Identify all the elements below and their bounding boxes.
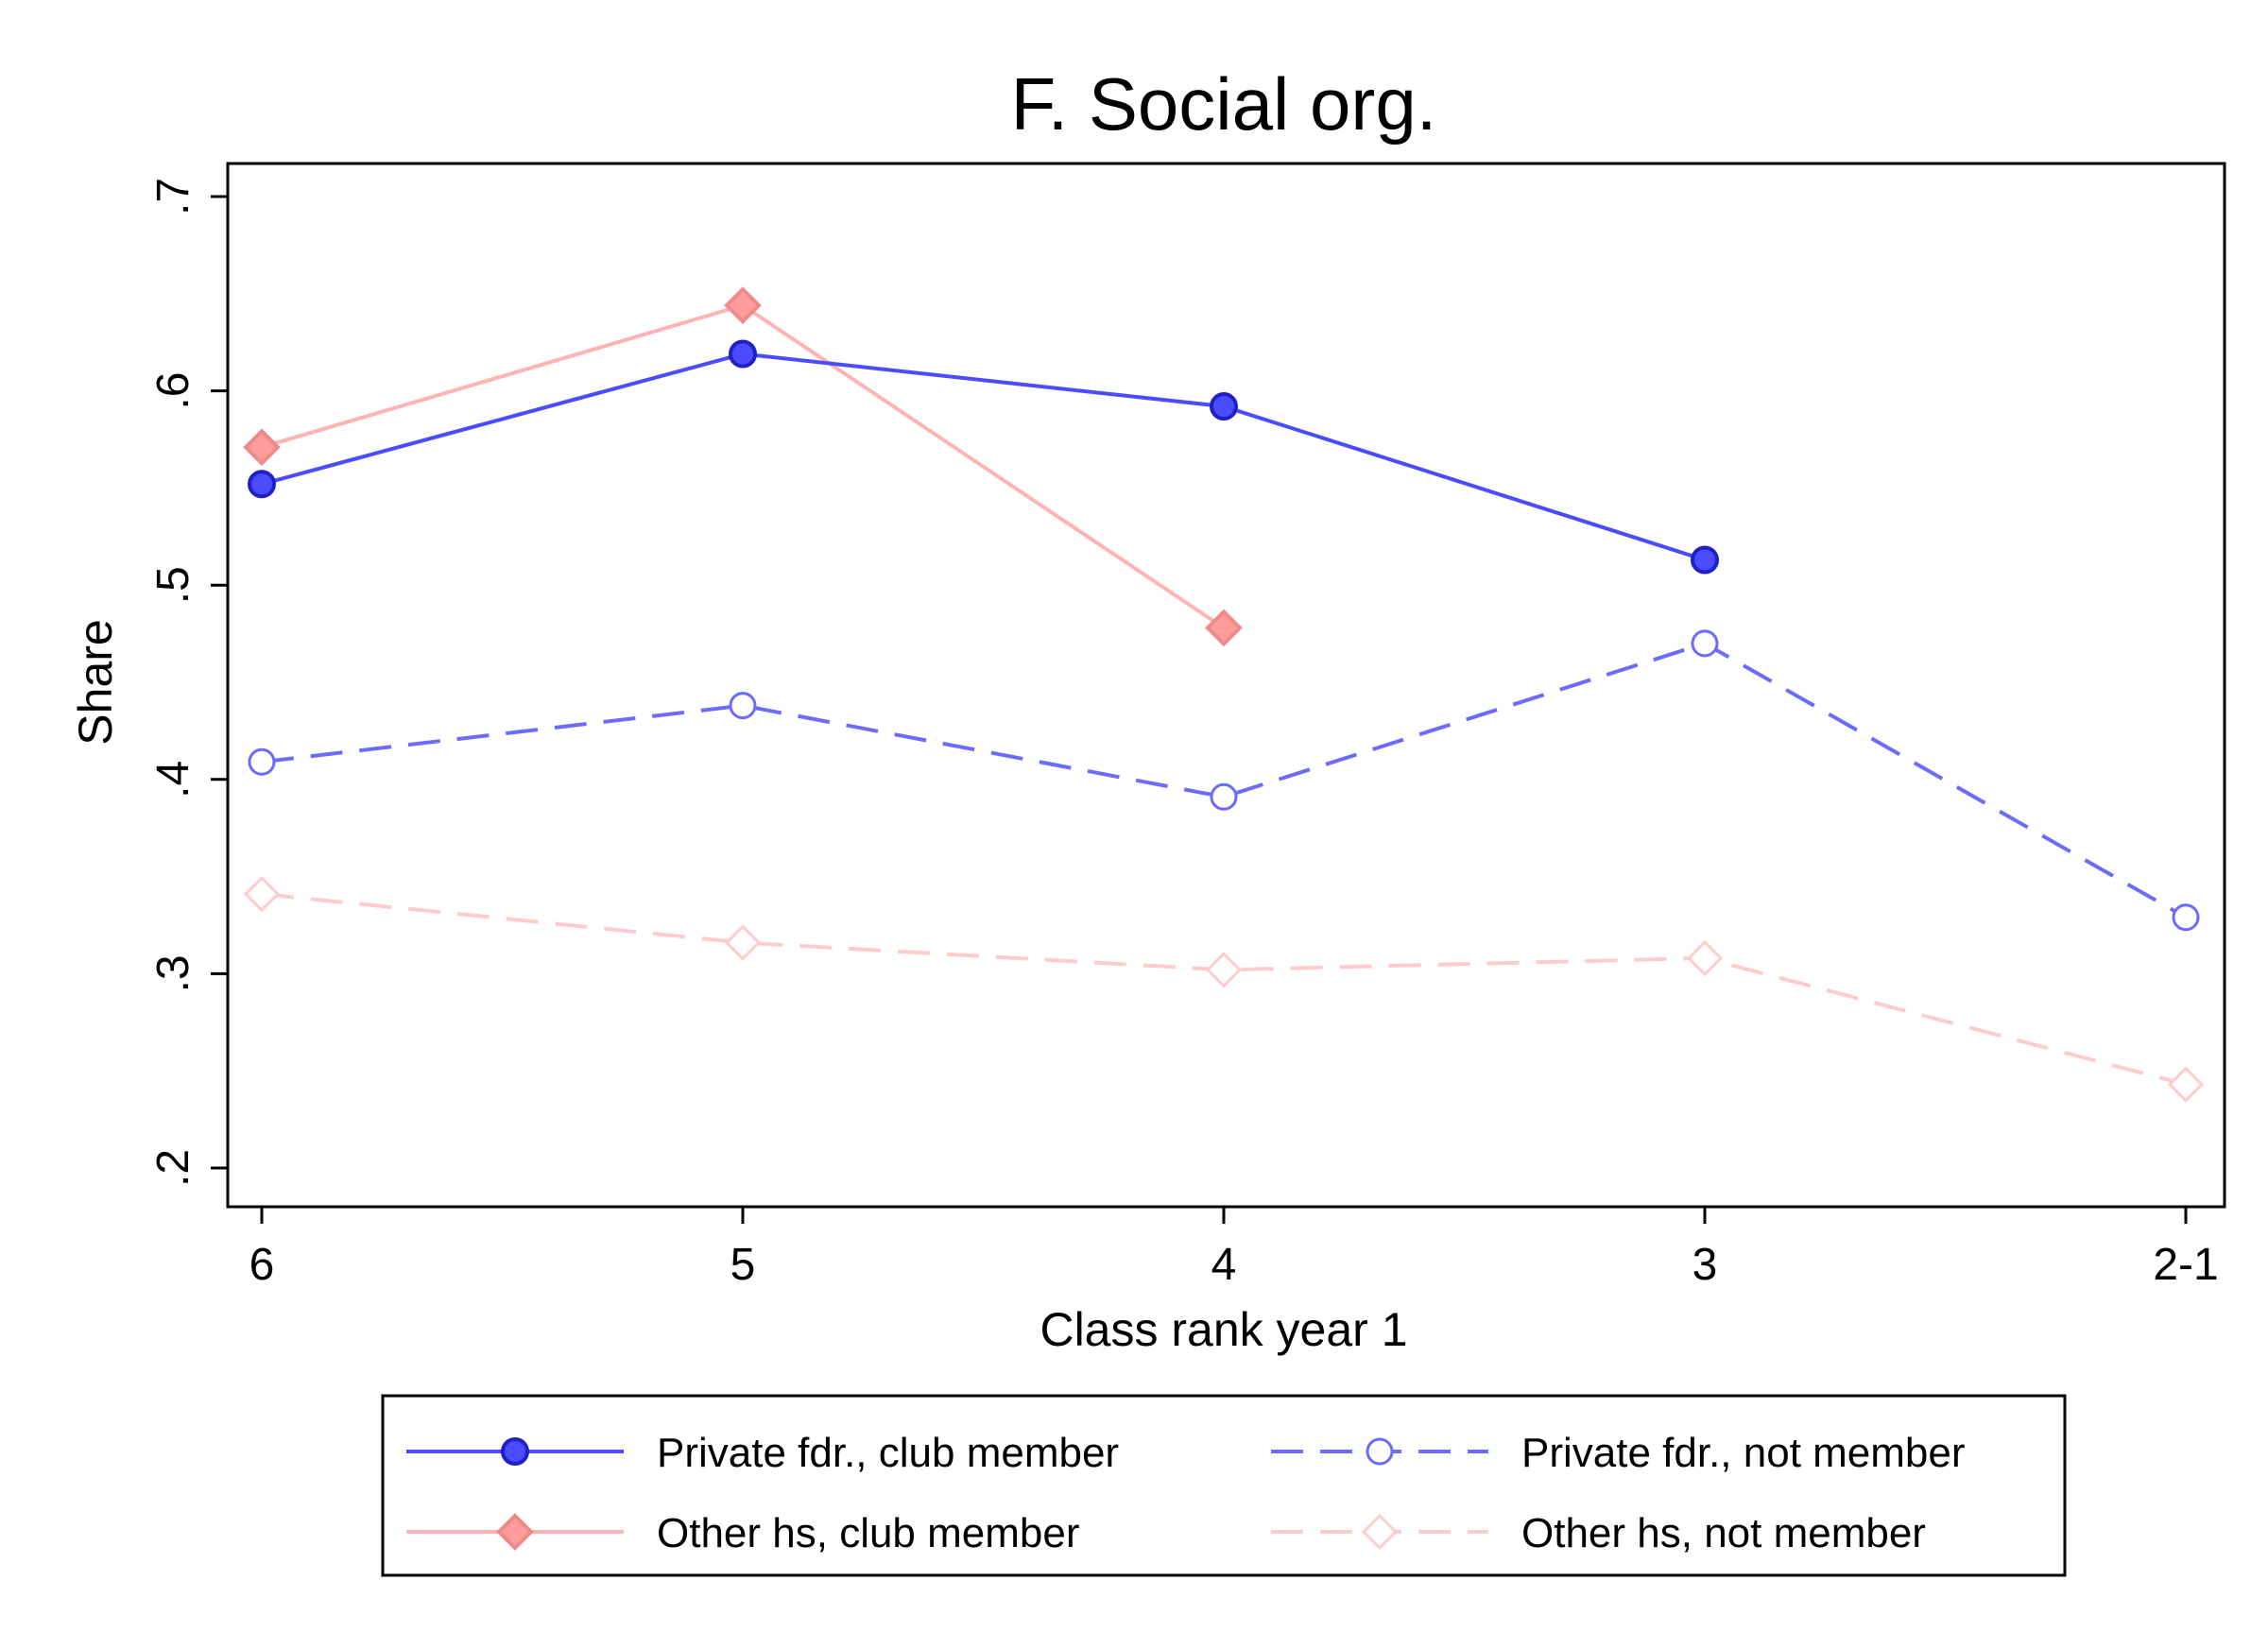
x-tick-label: 5 [730, 1240, 756, 1290]
legend: Private fdr., club member Private fdr., n… [406, 1430, 1966, 1556]
x-tick-label: 3 [1692, 1240, 1718, 1290]
data-point-other-hs-not-member [724, 924, 762, 961]
series-line-other-hs-not-member [261, 892, 2187, 1087]
series-private-fdr-club-member [248, 339, 1719, 575]
series-line-private-fdr-club-member [261, 352, 1706, 562]
data-point-private-fdr-club-member [1210, 392, 1238, 421]
data-point-other-hs-not-member [2167, 1066, 2205, 1103]
plot-frame [226, 162, 2226, 1209]
data-point-private-fdr-club-member [1691, 545, 1719, 575]
data-point-other-hs-club-member [724, 286, 762, 324]
legend-label-private-fdr-club-member: Private fdr., club member [657, 1430, 1119, 1476]
legend-label-private-fdr-not-member: Private fdr., not member [1521, 1430, 1966, 1476]
legend-item-private-fdr-club-member: Private fdr., club member [406, 1430, 1119, 1476]
legend-marker-private-fdr-not-member [1366, 1437, 1394, 1466]
legend-marker-other-hs-not-member [1361, 1513, 1399, 1551]
data-point-other-hs-club-member [1205, 609, 1243, 647]
data-point-other-hs-not-member [243, 875, 281, 913]
legend-marker-private-fdr-club-member [501, 1437, 529, 1466]
x-tick-label: 6 [249, 1240, 275, 1290]
legend-box [381, 1394, 2067, 1577]
data-point-private-fdr-not-member [2172, 903, 2200, 932]
series-layer [243, 286, 2205, 1103]
series-other-hs-not-member [243, 875, 2205, 1103]
series-line-private-fdr-not-member [261, 641, 2187, 919]
y-tick-label: .3 [148, 954, 198, 992]
data-point-private-fdr-club-member [248, 470, 276, 499]
legend-marker-other-hs-club-member [496, 1513, 534, 1551]
x-tick-label: 4 [1211, 1240, 1237, 1290]
y-axis-title: Share [69, 619, 122, 745]
data-point-private-fdr-not-member [248, 747, 276, 776]
axis-layer: .2 .3 .4 .5 .6 .7 6 5 4 3 2-1 [148, 178, 2219, 1290]
data-point-private-fdr-club-member [729, 339, 757, 369]
series-other-hs-club-member [243, 286, 1243, 647]
legend-item-other-hs-club-member: Other hs, club member [406, 1510, 1080, 1556]
data-point-other-hs-club-member [243, 428, 281, 467]
legend-label-other-hs-club-member: Other hs, club member [657, 1510, 1080, 1556]
chart-title: F. Social org. [1011, 62, 1437, 146]
data-point-other-hs-not-member [1205, 952, 1243, 988]
y-tick-label: .5 [148, 566, 198, 604]
y-tick-label: .2 [148, 1149, 198, 1187]
y-tick-label: .6 [148, 372, 198, 410]
x-tick-label: 2-1 [2153, 1240, 2218, 1290]
legend-label-other-hs-not-member: Other hs, not member [1521, 1510, 1926, 1556]
data-point-private-fdr-not-member [1210, 782, 1238, 811]
legend-item-private-fdr-not-member: Private fdr., not member [1271, 1430, 1966, 1476]
y-tick-label: .4 [148, 761, 198, 799]
x-axis-title: Class rank year 1 [1040, 1303, 1407, 1356]
data-point-private-fdr-not-member [1691, 629, 1719, 658]
series-private-fdr-not-member [248, 629, 2200, 932]
y-tick-label: .7 [148, 178, 198, 215]
data-point-other-hs-not-member [1686, 939, 1724, 977]
data-point-private-fdr-not-member [729, 692, 757, 720]
legend-item-other-hs-not-member: Other hs, not member [1271, 1510, 1926, 1556]
